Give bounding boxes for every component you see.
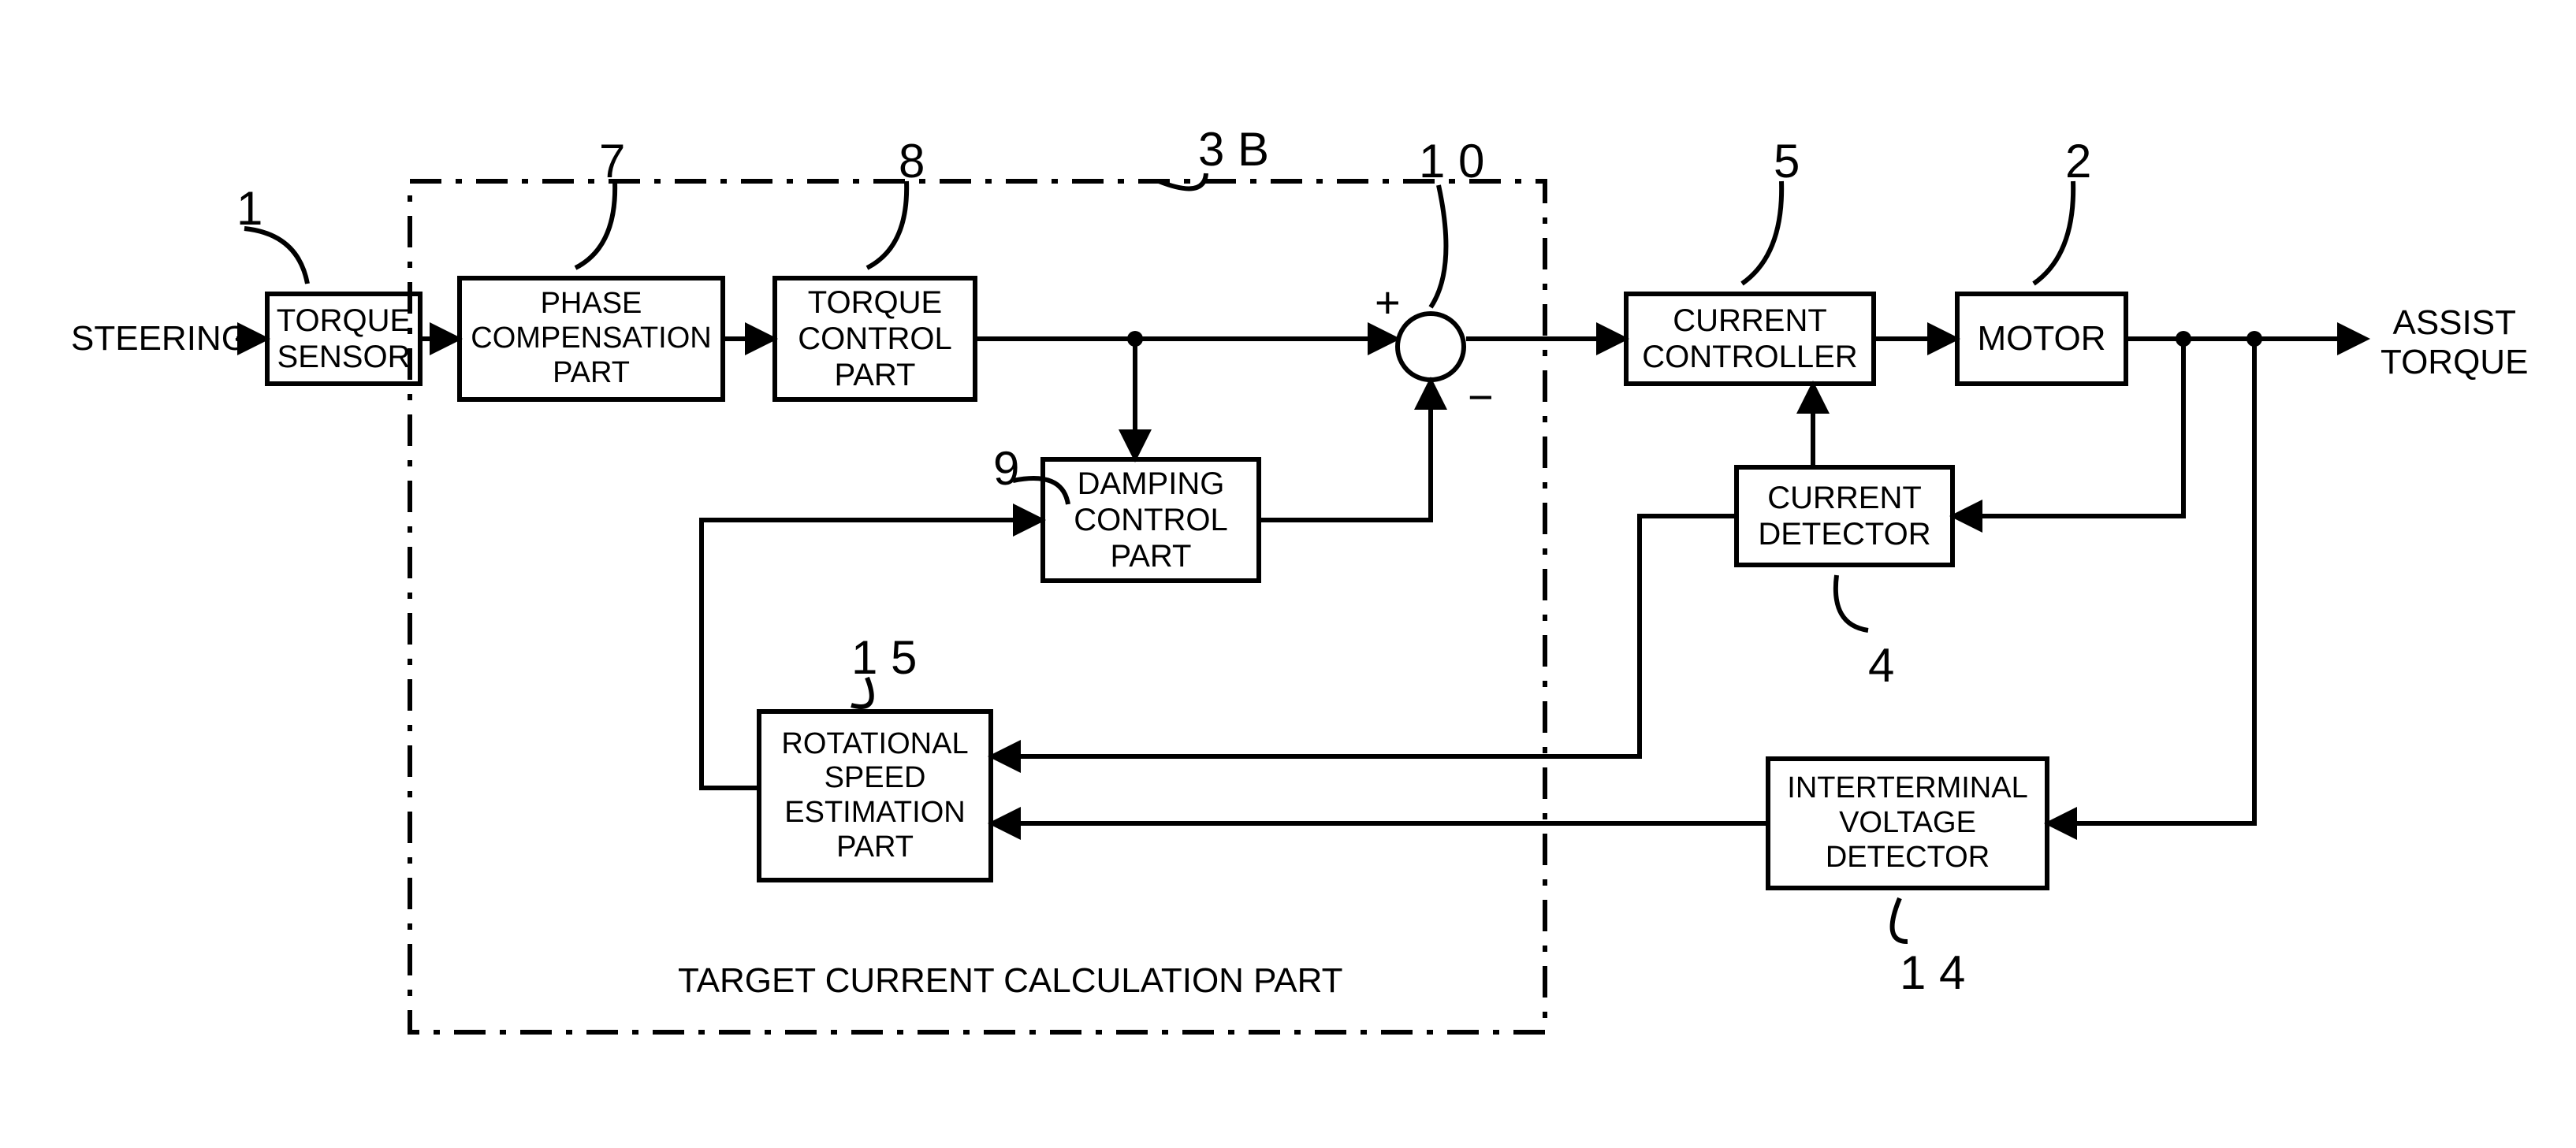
ref-14: 1 4 — [1900, 946, 1965, 1000]
lead-line — [1742, 181, 1781, 284]
interterminal-voltage-detector-block: INTERTERMINAL VOLTAGE DETECTOR — [1766, 756, 2049, 890]
motor-block: MOTOR — [1955, 292, 2128, 386]
ref-10: 1 0 — [1419, 134, 1484, 188]
ref-5: 5 — [1774, 134, 1800, 188]
damping-control-block: DAMPING CONTROL PART — [1040, 457, 1261, 583]
input-steering-label: STEERING — [71, 319, 248, 359]
current-controller-block: CURRENT CONTROLLER — [1624, 292, 1876, 386]
ref-2: 2 — [2065, 134, 2091, 188]
torque-control-block: TORQUE CONTROL PART — [772, 276, 977, 402]
phase-compensation-block: PHASE COMPENSATION PART — [457, 276, 725, 402]
ref-1: 1 — [236, 181, 262, 236]
summing-plus-label: + — [1375, 277, 1401, 328]
summing-junction — [1395, 311, 1466, 382]
lead-line — [244, 228, 307, 284]
current-detector-block: CURRENT DETECTOR — [1734, 465, 1955, 567]
lead-line — [1893, 898, 1908, 942]
ref-4: 4 — [1868, 638, 1894, 693]
ref-3b: 3 B — [1198, 122, 1269, 176]
ref-15: 1 5 — [851, 630, 917, 685]
ref-9: 9 — [993, 441, 1019, 496]
ref-8: 8 — [899, 134, 925, 188]
summing-minus-label: − — [1468, 371, 1494, 422]
ref-7: 7 — [599, 134, 625, 188]
target-current-calc-label: TARGET CURRENT CALCULATION PART — [678, 961, 1342, 1001]
diagram-canvas: TARGET CURRENT CALCULATION PART STEERING… — [0, 0, 2576, 1148]
torque-sensor-block: TORQUE SENSOR — [265, 292, 423, 386]
rotational-speed-estimation-block: ROTATIONAL SPEED ESTIMATION PART — [757, 709, 993, 882]
output-assist-torque-label: ASSIST TORQUE — [2381, 303, 2528, 382]
lead-line — [1836, 575, 1868, 630]
lead-line — [2034, 181, 2073, 284]
motor-branch-down-to-voltage-det — [2049, 339, 2254, 823]
